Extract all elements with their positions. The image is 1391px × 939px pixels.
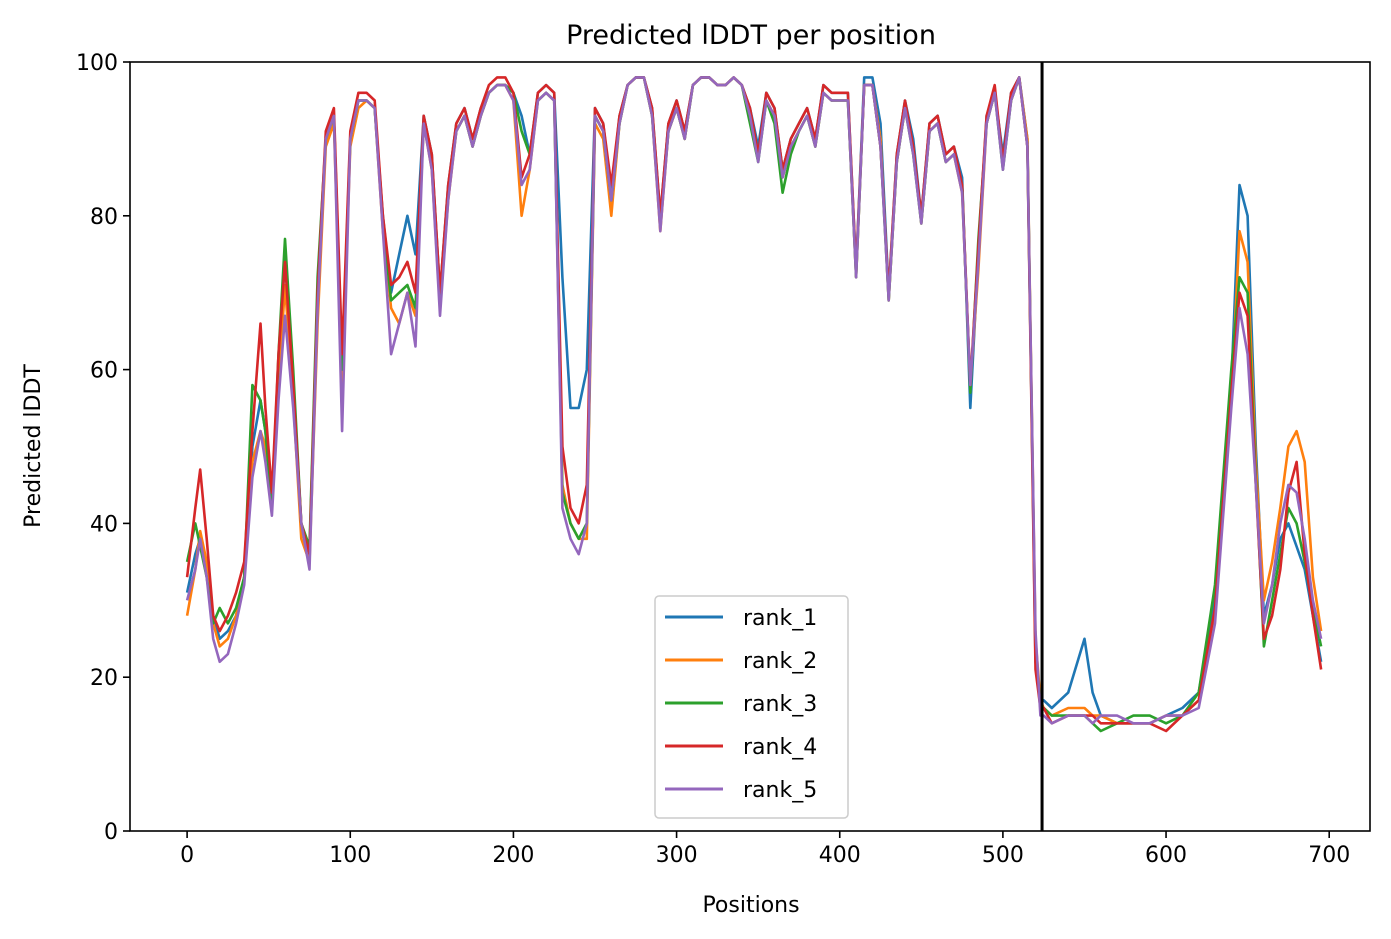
x-axis-label: Positions <box>702 893 799 918</box>
y-axis-label: Predicted lDDT <box>21 364 46 528</box>
x-tick-label: 0 <box>180 843 194 868</box>
legend-label-rank_4: rank_4 <box>743 735 817 760</box>
legend-label-rank_5: rank_5 <box>743 778 817 803</box>
x-tick-label: 300 <box>656 843 698 868</box>
legend-label-rank_3: rank_3 <box>743 692 817 717</box>
x-tick-label: 500 <box>982 843 1024 868</box>
x-tick-label: 600 <box>1145 843 1187 868</box>
y-tick-label: 40 <box>90 512 118 537</box>
x-tick-label: 100 <box>329 843 371 868</box>
legend-label-rank_2: rank_2 <box>743 649 817 674</box>
y-tick-label: 100 <box>76 51 118 76</box>
x-tick-label: 700 <box>1308 843 1350 868</box>
y-tick-label: 60 <box>90 359 118 384</box>
chart-title: Predicted lDDT per position <box>566 20 936 51</box>
legend: rank_1 rank_2 rank_3 rank_4 rank_5 <box>654 595 849 819</box>
axes-layer: 0 100 200 300 400 500 600 700 0 20 40 60 80 100 <box>76 51 1350 868</box>
series-layer <box>185 76 1323 733</box>
y-tick-label: 0 <box>104 820 118 845</box>
legend-box <box>654 595 849 819</box>
legend-label-rank_1: rank_1 <box>743 606 817 631</box>
x-tick-label: 200 <box>492 843 534 868</box>
y-tick-label: 20 <box>90 666 118 691</box>
x-tick-label: 400 <box>819 843 861 868</box>
y-tick-label: 80 <box>90 205 118 230</box>
series-line-rank_5 <box>185 76 1323 725</box>
plot-frame <box>129 61 1371 832</box>
